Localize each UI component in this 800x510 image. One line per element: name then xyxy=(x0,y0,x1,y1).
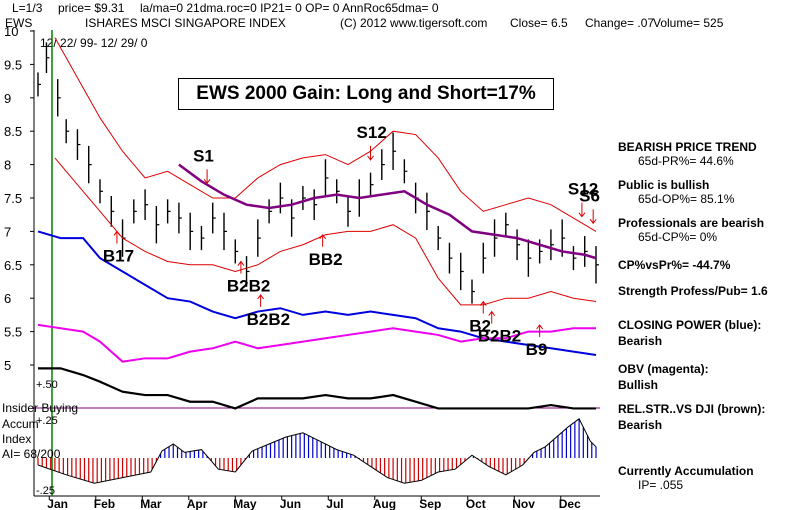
header-indicators: la/ma=0 21dma.roc=0 IP21= 0 OP= 0 AnnRoc… xyxy=(140,1,439,15)
sell-arrow xyxy=(589,209,597,225)
sell-arrow xyxy=(578,202,586,218)
y-tick-label: 10 xyxy=(4,24,18,39)
trend-value: 65d-PR%= 44.6% xyxy=(638,154,734,168)
buy-arrow xyxy=(488,310,496,324)
sell-arrow xyxy=(203,169,211,185)
x-tick-label: Sep xyxy=(419,497,441,510)
obv-heading: OBV (magenta): xyxy=(618,362,709,376)
right-summary-panel: BEARISH PRICE TREND 65d-PR%= 44.6% Publi… xyxy=(618,140,798,492)
header-change: Change= .07 xyxy=(585,16,654,30)
header-volume: Volume= 525 xyxy=(653,16,724,30)
lower-band-line xyxy=(54,157,597,306)
signal-b17: B17 xyxy=(103,246,134,265)
trend-heading: BEARISH PRICE TREND xyxy=(618,140,757,154)
indicator-lines xyxy=(37,37,597,484)
header-name: ISHARES MSCI SINGAPORE INDEX xyxy=(85,16,286,30)
x-tick-label: Nov xyxy=(512,497,535,510)
buy-arrow xyxy=(113,230,121,244)
signal-s12: S12 xyxy=(568,180,598,199)
y-tick-label: 6.5 xyxy=(4,258,22,273)
accum-plus50-label: +.50 xyxy=(36,379,58,391)
y-tick-label: 9.5 xyxy=(4,57,22,72)
y-tick-label: 8 xyxy=(4,158,11,173)
cpvspr-value: CP%vsPr%= -44.7% xyxy=(618,258,731,272)
upper-band-line xyxy=(54,37,597,232)
y-tick-label: 5.5 xyxy=(4,325,22,340)
insider-buying-label: Insider Buying xyxy=(2,401,78,415)
y-axis-ticks: 10 9.5 9 8.5 8 7.5 7 6.5 6 5.5 5 xyxy=(4,24,34,373)
y-tick-label: 6 xyxy=(4,291,11,306)
price-bars xyxy=(37,42,599,304)
y-tick-label: 7 xyxy=(4,224,11,239)
accum-index-line xyxy=(37,418,597,484)
header-copyright: (C) 2012 www.tigersoft.com xyxy=(340,16,487,30)
buy-arrow xyxy=(479,300,487,314)
pros-value: 65d-CP%= 0% xyxy=(638,230,718,244)
x-tick-label: Dec xyxy=(559,497,581,510)
buy-arrow xyxy=(237,260,245,274)
accum-label: Accum xyxy=(2,417,39,431)
signal-b9: B9 xyxy=(526,340,548,359)
accumulation-histogram xyxy=(37,418,597,483)
pros-heading: Professionals are bearish xyxy=(618,216,765,230)
buy-arrow xyxy=(319,233,327,247)
buy-arrow xyxy=(257,294,265,307)
y-tick-label: 5 xyxy=(4,358,11,373)
x-tick-label: Feb xyxy=(94,497,115,510)
signal-s1: S1 xyxy=(193,146,214,165)
relstr-line xyxy=(38,367,596,410)
buy-arrow xyxy=(536,324,544,337)
x-tick-label: Mar xyxy=(140,497,162,510)
accum-value: IP= .055 xyxy=(638,478,684,492)
x-tick-label: Jan xyxy=(47,497,68,510)
signal-b2b2: B2B2 xyxy=(227,277,270,296)
relstr-value: Bearish xyxy=(618,418,663,432)
y-tick-label: 7.5 xyxy=(4,191,22,206)
accum-plus25-label: +.25 xyxy=(36,415,58,427)
signal-s6: S6 xyxy=(579,186,600,205)
signal-bb2: BB2 xyxy=(309,250,343,269)
chart-title: EWS 2000 Gain: Long and Short=17% xyxy=(178,78,554,110)
x-tick-label: Jul xyxy=(326,497,343,510)
accum-heading: Currently Accumulation xyxy=(618,464,754,478)
header-ratio: L=1/3 xyxy=(12,1,43,15)
header-price: price= $9.31 xyxy=(58,1,125,15)
x-tick-label: Jun xyxy=(280,497,301,510)
index-label: Index xyxy=(2,432,31,446)
x-axis-months: Jan Feb Mar Apr May Jun Jul Aug Sep Oct Nov Dec xyxy=(47,496,581,510)
relstr-heading: REL.STR..VS DJI (brown): xyxy=(618,402,766,416)
signal-b2b2: B2B2 xyxy=(247,310,290,329)
public-value: 65d-OP%= 85.1% xyxy=(638,192,735,206)
header-ticker: EWS xyxy=(5,16,32,30)
ma65-line xyxy=(178,163,597,260)
obv-line xyxy=(37,323,596,363)
x-tick-label: Oct xyxy=(466,497,486,510)
public-heading: Public is bullish xyxy=(618,178,710,192)
obv-value: Bullish xyxy=(618,378,659,392)
strength-value: Strength Profess/Pub= 1.6 xyxy=(618,284,768,298)
closing-power-line xyxy=(37,230,597,356)
cp-heading: CLOSING POWER (blue): xyxy=(618,318,762,332)
signal-b2: B2 xyxy=(469,317,491,336)
ai-label: AI= 68/200 xyxy=(2,447,61,461)
signal-b2b2: B2B2 xyxy=(478,327,521,346)
accum-minus25-label: -.25 xyxy=(36,485,55,497)
header-date-range: 12/ 22/ 99- 12/ 29/ 0 xyxy=(40,36,148,50)
cp-value: Bearish xyxy=(618,334,663,348)
sell-arrow xyxy=(367,145,374,161)
header-close: Close= 6.5 xyxy=(510,16,568,30)
y-tick-label: 9 xyxy=(4,91,11,106)
x-tick-label: May xyxy=(233,497,257,510)
y-tick-label: 8.5 xyxy=(4,124,22,139)
x-tick-label: Aug xyxy=(373,497,396,510)
signal-s12: S12 xyxy=(357,123,387,142)
x-tick-label: Apr xyxy=(187,497,208,510)
